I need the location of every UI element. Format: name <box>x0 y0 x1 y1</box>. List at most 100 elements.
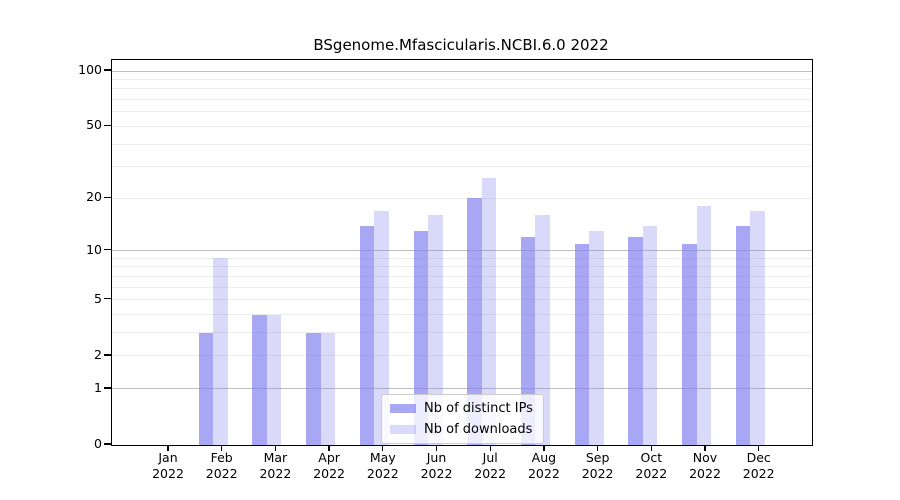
x-tick-label-jun: Jun 2022 <box>410 450 464 481</box>
bar-downloads-may <box>374 210 389 445</box>
gridline-minor-60 <box>112 111 812 113</box>
x-tick-mar <box>274 445 277 451</box>
gridline-minor-50 <box>112 125 812 127</box>
gridline-minor-30 <box>112 166 812 168</box>
x-tick-jun <box>435 445 438 451</box>
x-tick-month-jan: Jan <box>158 450 178 465</box>
x-tick-year-jun: 2022 <box>420 465 453 481</box>
x-tick-month-jul: Jul <box>482 450 498 465</box>
bar-ips-oct <box>628 237 643 445</box>
x-tick-label-feb: Feb 2022 <box>195 450 249 481</box>
bar-downloads-feb <box>213 258 228 445</box>
legend-label-distinct-ips: Nb of distinct IPs <box>424 401 533 416</box>
gridline-major-10 <box>112 250 812 252</box>
x-tick-month-nov: Nov <box>692 450 718 465</box>
y-tick-label-10: 10 <box>86 241 102 257</box>
legend-swatch-downloads <box>390 425 416 434</box>
bar-downloads-dec <box>750 210 765 445</box>
x-tick-label-jul: Jul 2022 <box>463 450 517 481</box>
x-tick-month-oct: Oct <box>640 450 663 465</box>
gridline-minor-5 <box>112 299 812 301</box>
y-tick-20 <box>104 196 111 198</box>
bar-downloads-apr <box>320 332 336 445</box>
x-tick-month-feb: Feb <box>210 450 233 465</box>
gridline-major-1 <box>112 388 812 390</box>
bar-downloads-oct <box>642 225 658 445</box>
bar-ips-mar <box>252 314 267 445</box>
gridline-minor-8 <box>112 266 812 268</box>
x-tick-jul <box>489 445 491 451</box>
bar-ips-feb <box>198 332 214 445</box>
x-tick-may <box>382 445 384 451</box>
bar-ips-jun <box>413 231 428 445</box>
x-tick-year-may: 2022 <box>366 465 399 481</box>
gridline-minor-9 <box>112 257 812 259</box>
x-tick-month-dec: Dec <box>746 450 771 465</box>
bar-ips-jul <box>467 198 482 445</box>
x-tick-label-mar: Mar 2022 <box>248 450 302 481</box>
gridline-minor-20 <box>112 197 812 199</box>
x-tick-year-nov: 2022 <box>689 465 721 481</box>
x-tick-year-dec: 2022 <box>742 465 775 481</box>
bar-ips-may <box>359 225 375 445</box>
x-tick-year-jul: 2022 <box>474 465 507 481</box>
bar-ips-aug <box>520 237 536 445</box>
x-tick-label-nov: Nov 2022 <box>678 450 732 481</box>
y-tick-0 <box>104 443 111 445</box>
x-tick-month-may: May <box>369 450 396 465</box>
bar-ips-apr <box>306 332 321 445</box>
bar-downloads-aug <box>535 215 550 445</box>
x-tick-month-sep: Sep <box>585 450 610 465</box>
y-tick-1 <box>104 387 111 389</box>
x-tick-label-aug: Aug 2022 <box>517 450 571 481</box>
y-tick-label-100: 100 <box>78 62 102 77</box>
x-tick-month-apr: Apr <box>318 450 340 465</box>
gridline-minor-4 <box>112 314 812 316</box>
gridline-major-100 <box>112 70 812 72</box>
gridline-minor-90 <box>112 78 812 80</box>
legend-label-downloads: Nb of downloads <box>424 422 533 437</box>
x-tick-year-mar: 2022 <box>259 465 292 481</box>
plot-area: Nb of distinct IPs Nb of downloads <box>111 59 813 446</box>
legend-entry-downloads: Nb of downloads <box>390 422 533 437</box>
chart-title: BSgenome.Mfascicularis.NCBI.6.0 2022 <box>313 36 609 54</box>
x-tick-year-jan: 2022 <box>152 465 184 481</box>
x-tick-oct <box>650 445 652 451</box>
bar-downloads-nov <box>696 206 711 445</box>
y-tick-2 <box>104 354 111 356</box>
bar-ips-dec <box>735 225 751 445</box>
y-tick-label-5: 5 <box>94 290 102 306</box>
x-tick-dec <box>758 445 760 451</box>
x-tick-label-apr: Apr 2022 <box>302 450 356 481</box>
gridline-minor-40 <box>112 143 812 145</box>
bar-downloads-sep <box>589 231 604 445</box>
x-tick-label-oct: Oct 2022 <box>624 450 678 481</box>
bar-downloads-mar <box>266 314 282 445</box>
y-tick-50 <box>104 124 111 127</box>
x-tick-jan <box>167 445 169 451</box>
x-tick-year-oct: 2022 <box>635 465 668 481</box>
gridline-minor-70 <box>112 99 812 101</box>
bar-ips-sep <box>574 243 590 445</box>
bar-ips-nov <box>682 243 697 445</box>
x-tick-sep <box>596 445 599 451</box>
gridline-minor-3 <box>112 332 812 334</box>
x-tick-year-apr: 2022 <box>313 465 345 481</box>
x-tick-year-feb: 2022 <box>205 465 238 481</box>
y-tick-label-2: 2 <box>94 346 102 362</box>
x-tick-month-jun: Jun <box>426 450 447 465</box>
x-tick-nov <box>704 445 706 451</box>
bar-downloads-jun <box>428 215 443 445</box>
x-tick-month-mar: Mar <box>263 450 288 465</box>
x-tick-apr <box>328 445 330 451</box>
legend-swatch-distinct-ips <box>390 404 416 413</box>
x-tick-feb <box>221 445 223 451</box>
gridline-minor-6 <box>112 286 812 288</box>
legend-entry-distinct-ips: Nb of distinct IPs <box>390 401 533 416</box>
bar-downloads-jul <box>481 177 497 445</box>
x-tick-label-dec: Dec 2022 <box>732 450 786 481</box>
x-tick-year-aug: 2022 <box>527 465 560 481</box>
y-tick-label-1: 1 <box>94 379 102 395</box>
y-tick-5 <box>104 298 111 300</box>
